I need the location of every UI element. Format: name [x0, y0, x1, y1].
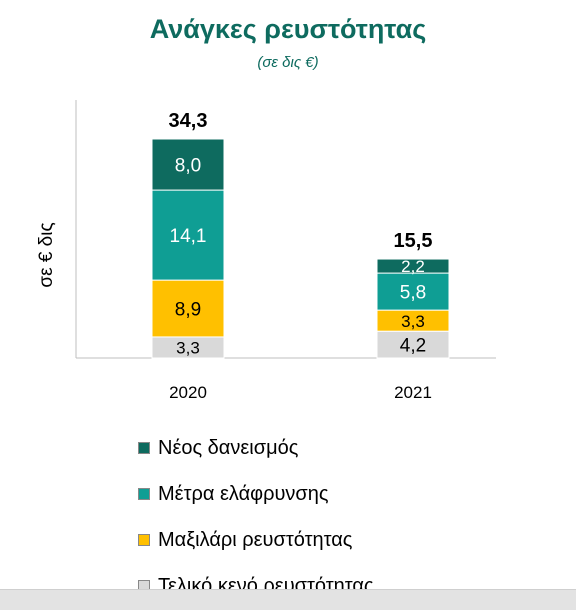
data-label: 8,9 [175, 299, 201, 320]
bar-segment [376, 258, 450, 274]
bar-segment [151, 189, 225, 281]
data-label: 14,1 [170, 226, 207, 247]
data-label: 5,8 [400, 282, 426, 303]
data-label: 2,2 [401, 257, 425, 276]
legend-label-liquidity-cushion: Μαξιλάρι ρευστότητας [158, 528, 353, 551]
legend-item-new-borrowing: Νέος δανεισμός [138, 425, 374, 471]
bar-segment [151, 138, 225, 191]
data-label: 8,0 [175, 155, 201, 176]
x-tick-label: 2021 [394, 383, 432, 402]
legend-label-new-borrowing: Νέος δανεισμός [158, 436, 299, 459]
legend-item-liquidity-cushion: Μαξιλάρι ρευστότητας [138, 517, 374, 563]
x-tick-label: 2020 [169, 383, 207, 402]
legend-swatch-new-borrowing [138, 442, 150, 454]
legend-label-relief-measures: Μέτρα ελάφρυνσης [158, 482, 329, 505]
bar-segment [376, 272, 450, 311]
legend-swatch-liquidity-cushion [138, 534, 150, 546]
legend: Νέος δανεισμός Μέτρα ελάφρυνσης Μαξιλάρι… [138, 425, 374, 609]
total-label: 15,5 [394, 230, 433, 252]
data-label: 3,3 [176, 339, 200, 358]
bar-segment [376, 330, 450, 359]
data-label: 3,3 [401, 312, 425, 331]
legend-swatch-relief-measures [138, 488, 150, 500]
chart-subtitle: (σε δις €) [257, 54, 319, 71]
chart-title: Ανάγκες ρευστότητας [149, 14, 427, 44]
total-label: 34,3 [169, 110, 208, 132]
stacked-bar-chart: 3,3 8,9 14,1 8,0 34,3 2020 4,2 3,3 5,8 2,2 15,5 202… [75, 100, 496, 402]
legend-item-relief-measures: Μέτρα ελάφρυνσης [138, 471, 374, 517]
bottom-scrollbar-area [0, 589, 576, 610]
data-label: 4,2 [400, 335, 426, 356]
